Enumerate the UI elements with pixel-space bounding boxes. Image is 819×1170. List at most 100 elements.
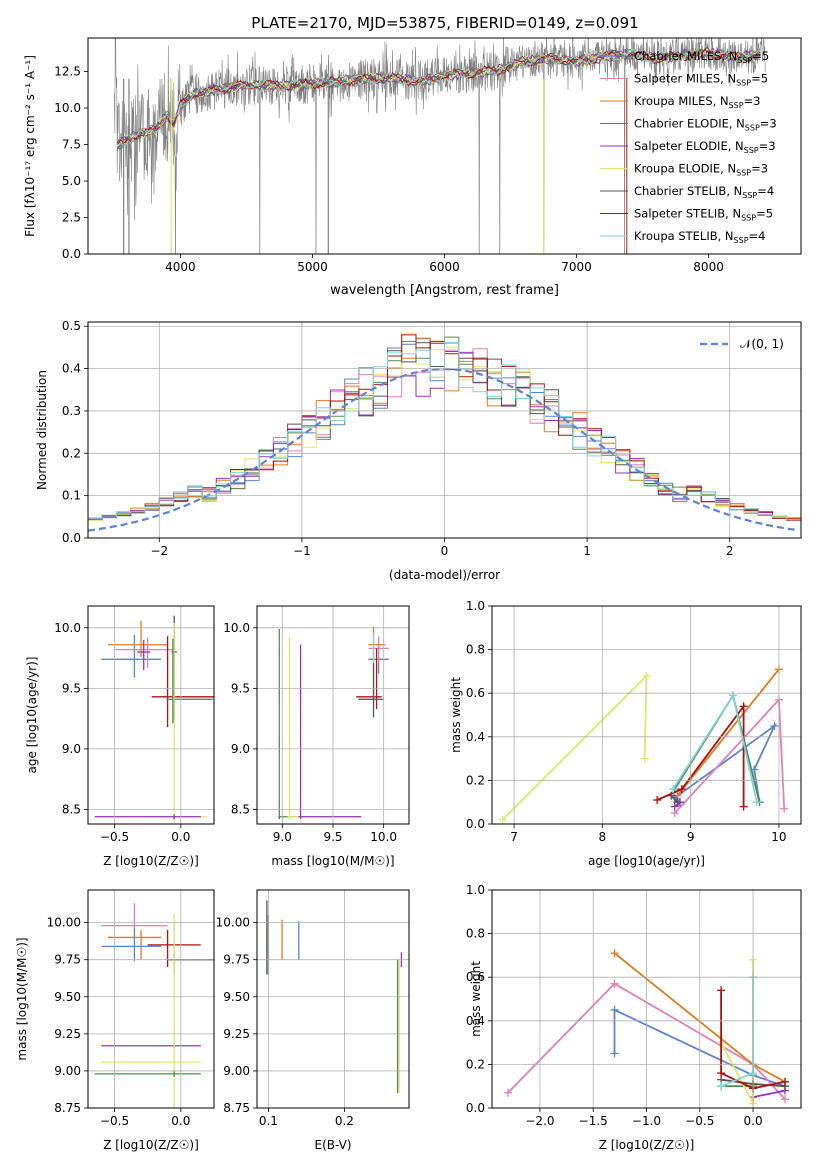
- y-tick-label: 2.5: [62, 211, 81, 225]
- x-tick-label: 1: [583, 544, 591, 558]
- x-tick-label: 0.1: [259, 1114, 278, 1128]
- model-fit-line: [116, 47, 761, 145]
- panel-mass_vs_Z: −0.5 0.0 8.75 9.00 9.25 9.50 9.75 10.00 Z [log10…: [15, 889, 215, 1152]
- y-tick-label: 0.2: [466, 1057, 485, 1071]
- y-tick-label: 9.75: [54, 953, 81, 967]
- x-tick-label: 8: [599, 830, 607, 844]
- x-tick-label: 7000: [561, 260, 592, 274]
- legend: Chabrier MILES, NSSP=5 Salpeter MILES, NS…: [600, 49, 777, 245]
- y-tick-label: 0.3: [62, 404, 81, 418]
- axes-frame: [87, 37, 802, 255]
- legend-label: Kroupa STELIB, NSSP=4: [634, 229, 765, 245]
- x-tick-label: 0.0: [744, 1114, 763, 1128]
- x-tick-label: 0: [441, 544, 449, 558]
- y-tick-label: 0.6: [466, 686, 485, 700]
- model-fit-line: [116, 46, 761, 150]
- x-tick-label: −2.0: [525, 1114, 554, 1128]
- y-tick-label: 0.0: [466, 817, 485, 831]
- y-tick-label: 0.8: [466, 927, 485, 941]
- y-tick-label: 8.5: [62, 802, 81, 816]
- y-tick-label: 0.1: [62, 489, 81, 503]
- x-tick-label: −2: [150, 544, 168, 558]
- y-tick-label: 5.0: [62, 174, 81, 188]
- y-tick-label: 9.5: [62, 681, 81, 695]
- x-tick-label: −0.5: [685, 1114, 714, 1128]
- x-tick-label: 7: [510, 830, 518, 844]
- legend-label: Chabrier MILES, NSSP=5: [634, 49, 769, 65]
- x-axis-label: Z [log10(Z/Z☉)]: [103, 1138, 199, 1152]
- axes-frame: [87, 889, 215, 1109]
- legend-label: Kroupa MILES, NSSP=3: [634, 94, 760, 110]
- series-line: [507, 982, 786, 1100]
- x-axis-label: mass [log10(M/M☉)]: [271, 854, 394, 868]
- panel-spectrum: 4000 5000 6000 7000 8000 0.0 2.5 5.0 7.5 10.0 12.5…: [23, 37, 802, 298]
- y-tick-label: 8.75: [54, 1101, 81, 1115]
- gaussian-curve: [88, 367, 799, 532]
- y-tick-label: 1.0: [466, 599, 485, 613]
- y-tick-label: 10.0: [54, 621, 81, 635]
- y-tick-label: 0.8: [466, 643, 485, 657]
- y-tick-label: 0.2: [466, 773, 485, 787]
- x-tick-label: 5000: [297, 260, 328, 274]
- x-axis-label: E(B-V): [314, 1138, 351, 1152]
- y-tick-label: 9.50: [54, 990, 81, 1004]
- y-axis-label: mass [log10(M/M☉)]: [15, 937, 29, 1060]
- legend-label: Chabrier STELIB, NSSP=4: [634, 184, 774, 200]
- series-line: [656, 703, 745, 807]
- y-tick-label: 7.5: [62, 138, 81, 152]
- y-tick-label: 0.4: [466, 1014, 485, 1028]
- y-tick-label: 9.00: [223, 1064, 250, 1078]
- y-tick-label: 9.50: [223, 990, 250, 1004]
- series-line: [720, 990, 786, 1090]
- y-tick-label: 10.0: [54, 101, 81, 115]
- x-axis-label: wavelength [Angstrom, rest frame]: [330, 283, 559, 298]
- panel-mass_vs_ebv: 0.1 0.2 8.75 9.00 9.25 9.50 9.75 10.00 E(B-V): [216, 889, 410, 1152]
- panel-weight_vs_age: 7 8 9 10 0.0 0.2 0.4 0.6 0.8 1.0 age [log10(age/yr…: [449, 599, 802, 868]
- y-tick-label: 0.2: [62, 446, 81, 460]
- x-tick-label: 4000: [165, 260, 196, 274]
- legend-label: Kroupa ELODIE, NSSP=3: [634, 162, 768, 178]
- y-axis-label: Flux [fλ10⁻¹⁷ erg cm⁻² s⁻¹ A⁻¹]: [23, 55, 37, 237]
- x-tick-label: −1.5: [579, 1114, 608, 1128]
- y-tick-label: 10.00: [216, 916, 250, 930]
- y-tick-label: 12.5: [54, 65, 81, 79]
- axes-frame: [256, 605, 410, 825]
- x-axis-label: (data-model)/error: [389, 568, 500, 582]
- plot-area: [498, 665, 789, 824]
- series-line: [501, 673, 648, 821]
- y-tick-label: 0.4: [466, 730, 485, 744]
- plot-area: [94, 615, 214, 823]
- series-line: [720, 977, 754, 1088]
- series-line: [674, 697, 786, 814]
- panel-weight_vs_Z: −2.0 −1.5 −1.0 −0.5 0.0 0.0 0.2 0.4 0.6 0.8 1.0 Z […: [466, 883, 802, 1152]
- x-tick-label: 8000: [693, 260, 724, 274]
- series-line: [752, 1089, 786, 1098]
- panel-age_vs_Z: −0.5 0.0 8.5 9.0 9.5 10.0 Z [log10(Z/Z☉)] age […: [25, 605, 215, 868]
- x-axis-label: Z [log10(Z/Z☉)]: [599, 1138, 695, 1152]
- y-tick-label: 9.25: [54, 1027, 81, 1041]
- legend-label: Salpeter MILES, NSSP=5: [634, 72, 768, 88]
- y-axis-label: Normed distribution: [35, 370, 49, 490]
- y-axis-label: mass weight: [469, 961, 483, 1037]
- y-tick-label: 9.0: [231, 742, 250, 756]
- y-tick-label: 10.00: [47, 916, 81, 930]
- y-tick-label: 9.0: [62, 742, 81, 756]
- y-tick-label: 0.0: [466, 1101, 485, 1115]
- axes-frame: [491, 605, 802, 825]
- y-axis-label: mass weight: [449, 677, 463, 753]
- y-tick-label: 0.0: [62, 247, 81, 261]
- y-tick-label: 10.0: [223, 621, 250, 635]
- series-line: [676, 668, 780, 797]
- x-tick-label: −1.0: [632, 1114, 661, 1128]
- x-tick-label: 9.5: [323, 830, 342, 844]
- series-line: [674, 693, 761, 803]
- axes-frame: [87, 605, 215, 825]
- y-tick-label: 0.0: [62, 531, 81, 545]
- y-tick-label: 0.5: [62, 319, 81, 333]
- axes-frame: [87, 321, 802, 539]
- y-tick-label: 9.25: [223, 1027, 250, 1041]
- y-tick-label: 8.75: [223, 1101, 250, 1115]
- model-fit-line: [116, 47, 761, 146]
- x-tick-label: 0.0: [171, 1114, 190, 1128]
